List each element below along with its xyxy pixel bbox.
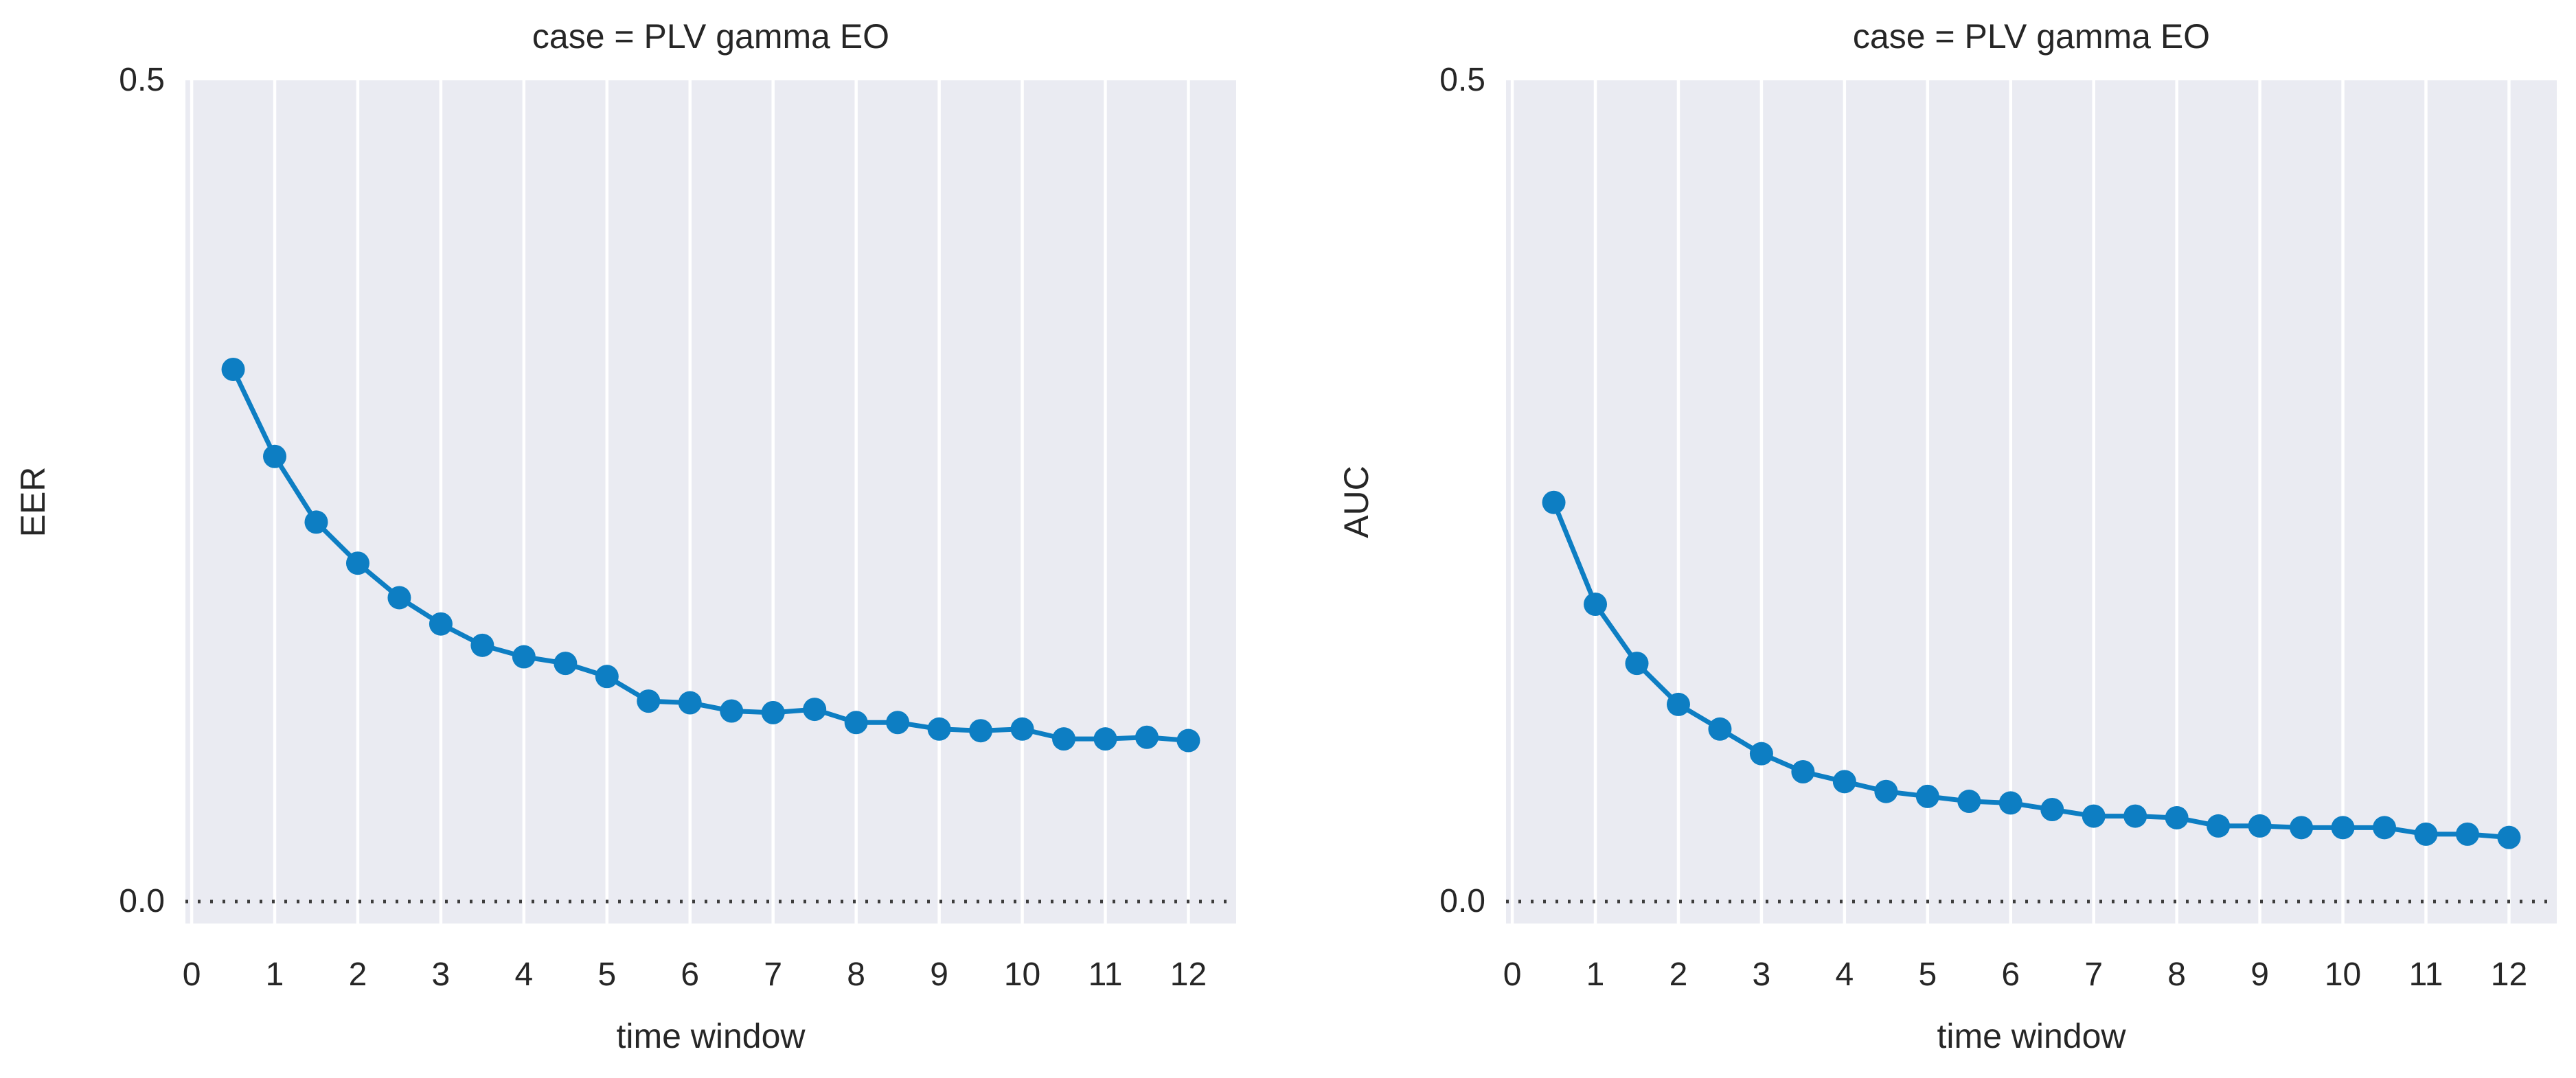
data-point-marker <box>969 719 993 743</box>
y-axis-label-eer: EER <box>14 466 52 538</box>
data-point-marker <box>2290 816 2314 840</box>
data-point-marker <box>1625 652 1649 676</box>
x-tick-label: 4 <box>514 956 534 993</box>
subplot-title: case = PLV gamma EO <box>1852 17 2211 56</box>
data-point-marker <box>1915 784 1939 808</box>
data-point-marker <box>221 357 245 381</box>
data-point-marker <box>2248 814 2272 838</box>
y-tick-label-zero: 0.0 <box>1439 883 1485 919</box>
x-tick-label: 1 <box>265 956 284 993</box>
data-point-marker <box>2123 804 2147 828</box>
x-tick-label: 0 <box>1503 956 1522 993</box>
data-point-marker <box>1176 729 1200 753</box>
x-tick-label: 12 <box>1170 956 1207 993</box>
x-tick-label: 2 <box>1669 956 1688 993</box>
x-tick-label: 9 <box>2250 956 2269 993</box>
x-tick-label: 9 <box>930 956 948 993</box>
x-tick-label: 7 <box>2084 956 2104 993</box>
data-point-marker <box>1708 717 1732 741</box>
data-point-marker <box>2165 805 2189 829</box>
data-point-marker <box>1957 790 1981 814</box>
plot-canvas-auc <box>1506 80 2557 924</box>
data-point-marker <box>678 691 702 715</box>
subplot-title: case = PLV gamma EO <box>532 17 890 56</box>
data-point-marker <box>1791 759 1815 783</box>
x-tick-label: 6 <box>681 956 700 993</box>
x-axis-label-auc: time window <box>1937 1017 2126 1055</box>
x-tick-label: 10 <box>1003 956 1041 993</box>
data-point-marker <box>1584 593 1608 617</box>
x-tick-label: 5 <box>1918 956 1937 993</box>
data-point-marker <box>345 551 369 575</box>
y-tick-label-max: 0.5 <box>119 62 165 98</box>
x-tick-label: 3 <box>431 956 451 993</box>
x-tick-label: 12 <box>2490 956 2528 993</box>
data-point-marker <box>1093 727 1117 751</box>
plot-background <box>1506 80 2557 924</box>
data-point-marker <box>263 444 287 468</box>
x-tick-label: 8 <box>847 956 866 993</box>
data-point-marker <box>470 633 494 657</box>
plot-canvas-eer <box>185 80 1236 924</box>
y-axis-label-auc: AUC <box>1337 466 1376 538</box>
data-point-marker <box>429 612 453 636</box>
data-point-marker <box>1135 725 1159 749</box>
x-tick-label: 11 <box>2408 956 2443 993</box>
data-point-marker <box>2040 798 2064 822</box>
x-tick-label: 2 <box>348 956 367 993</box>
data-point-marker <box>2207 814 2231 838</box>
x-tick-label: 3 <box>1752 956 1771 993</box>
data-point-marker <box>2497 825 2521 849</box>
x-axis-label-eer: time window <box>616 1017 806 1055</box>
data-point-marker <box>803 698 827 722</box>
data-point-marker <box>595 665 619 689</box>
data-point-marker <box>1542 490 1566 514</box>
data-point-marker <box>1874 779 1898 803</box>
data-point-marker <box>1749 742 1773 766</box>
data-point-marker <box>387 586 411 610</box>
data-point-marker <box>720 699 744 723</box>
data-point-marker <box>1998 791 2022 815</box>
data-point-marker <box>927 717 951 741</box>
plot-area-auc <box>1506 80 2557 924</box>
data-point-marker <box>1666 692 1690 716</box>
x-tick-label: 7 <box>764 956 783 993</box>
data-point-marker <box>2455 822 2479 846</box>
x-tick-label: 1 <box>1586 956 1605 993</box>
data-point-marker <box>1010 717 1034 741</box>
data-point-marker <box>554 652 578 676</box>
x-tick-label: 5 <box>597 956 617 993</box>
y-tick-label-zero: 0.0 <box>119 883 165 919</box>
data-point-marker <box>2331 816 2355 840</box>
x-tick-label: 11 <box>1088 956 1123 993</box>
y-tick-label-max: 0.5 <box>1439 62 1485 98</box>
x-tick-label: 0 <box>182 956 201 993</box>
data-point-marker <box>2373 816 2397 840</box>
plot-background <box>185 80 1236 924</box>
x-tick-label: 6 <box>2001 956 2020 993</box>
data-point-marker <box>2082 804 2106 828</box>
data-point-marker <box>1052 727 1076 751</box>
data-point-marker <box>2414 822 2438 846</box>
data-point-marker <box>844 711 868 735</box>
data-point-marker <box>637 689 661 713</box>
data-point-marker <box>886 711 910 735</box>
data-point-marker <box>512 645 536 669</box>
data-point-marker <box>761 700 785 724</box>
data-point-marker <box>1832 770 1856 794</box>
plot-area-eer <box>185 80 1236 924</box>
x-tick-label: 4 <box>1835 956 1854 993</box>
data-point-marker <box>304 510 328 534</box>
x-tick-label: 10 <box>2324 956 2362 993</box>
x-tick-label: 8 <box>2167 956 2187 993</box>
